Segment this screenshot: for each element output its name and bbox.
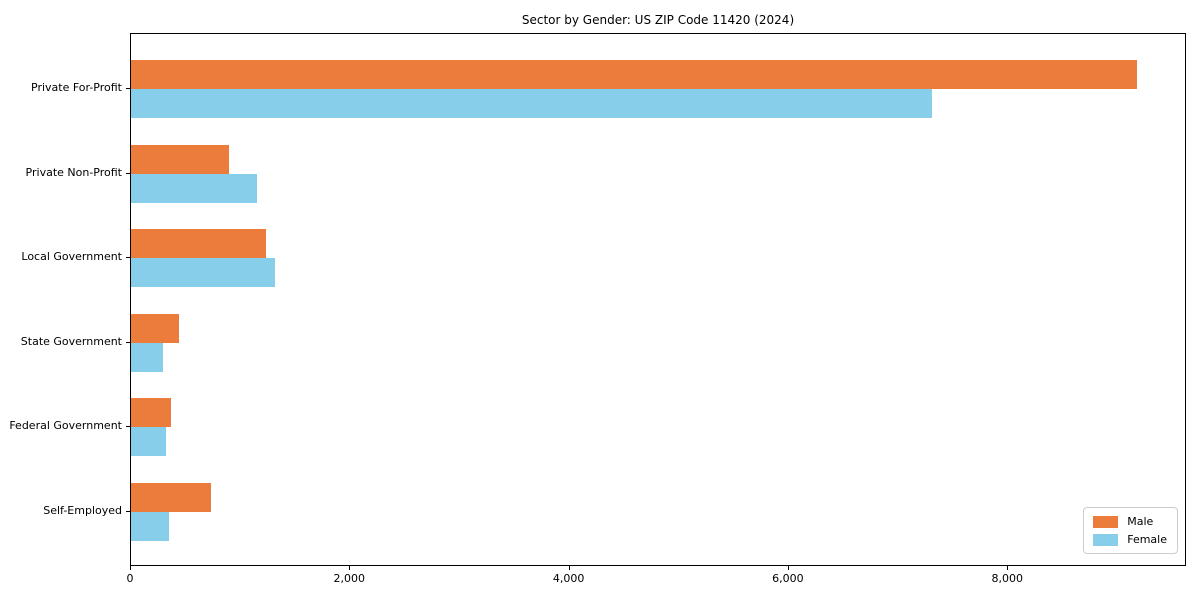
y-tick-mark <box>126 510 130 512</box>
y-tick-mark <box>126 257 130 259</box>
x-tick-mark <box>568 566 570 570</box>
x-axis-tick-label: 2,000 <box>333 572 366 585</box>
bar-female-1 <box>131 173 258 203</box>
x-axis-tick-label: 6,000 <box>772 572 804 585</box>
bar-male-4 <box>131 398 171 428</box>
y-tick-mark <box>126 88 130 90</box>
y-axis-label: Federal Government <box>9 419 122 433</box>
bar-female-4 <box>131 427 167 457</box>
y-tick-mark <box>126 172 130 174</box>
bar-male-5 <box>131 482 211 512</box>
y-axis-label: Self-Employed <box>43 503 122 517</box>
y-axis-label: Private For-Profit <box>31 81 122 95</box>
legend: Male Female <box>1083 507 1178 554</box>
bar-male-0 <box>131 60 1137 90</box>
bar-female-0 <box>131 89 932 119</box>
x-tick-mark <box>349 566 351 570</box>
x-axis-tick-label: 0 <box>126 572 134 585</box>
bar-male-1 <box>131 144 229 174</box>
x-axis-tick-label: 4,000 <box>552 572 585 585</box>
bar-female-5 <box>131 511 170 541</box>
legend-swatch-male <box>1093 515 1119 528</box>
legend-swatch-female <box>1093 533 1119 546</box>
legend-label-female: Female <box>1127 533 1167 546</box>
x-tick-mark <box>130 566 131 570</box>
bar-male-3 <box>131 313 180 343</box>
y-tick-mark <box>126 426 130 428</box>
plot-area: Male Female <box>130 33 1186 566</box>
y-tick-mark <box>126 341 130 343</box>
y-axis-label: State Government <box>20 334 122 348</box>
chart-title: Sector by Gender: US ZIP Code 11420 (202… <box>521 13 795 27</box>
bar-female-3 <box>131 342 163 372</box>
bar-female-2 <box>131 258 275 288</box>
x-tick-mark <box>1007 566 1009 570</box>
legend-entry-female: Female <box>1093 533 1167 546</box>
y-axis-label: Local Government <box>21 250 122 264</box>
y-axis-label: Private Non-Profit <box>25 165 122 179</box>
x-axis-tick-label: 8,000 <box>991 572 1024 585</box>
bar-male-2 <box>131 229 266 259</box>
legend-entry-male: Male <box>1093 515 1167 528</box>
legend-label-male: Male <box>1127 515 1154 528</box>
x-tick-mark <box>787 566 789 570</box>
